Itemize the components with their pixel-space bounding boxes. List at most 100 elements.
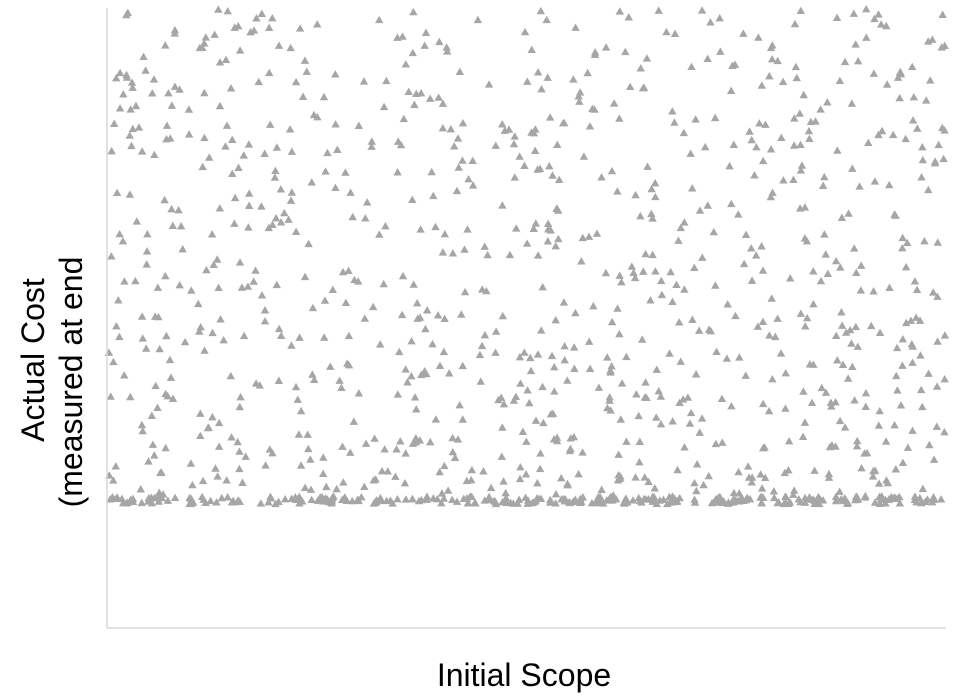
data-point <box>831 496 841 505</box>
data-point <box>827 402 836 410</box>
data-point <box>757 484 767 492</box>
data-point <box>241 452 250 460</box>
data-point <box>538 282 547 291</box>
data-point <box>789 490 798 498</box>
data-point <box>119 371 129 379</box>
data-point <box>908 358 917 366</box>
data-point <box>293 395 302 403</box>
data-point <box>729 488 739 497</box>
data-point <box>380 445 389 453</box>
data-point <box>920 236 929 245</box>
data-point <box>821 388 831 396</box>
data-point <box>606 492 615 501</box>
data-point <box>545 162 554 170</box>
data-point <box>160 195 169 204</box>
data-point <box>925 440 934 449</box>
data-point <box>362 198 372 206</box>
data-point <box>575 97 584 105</box>
data-point <box>442 47 452 55</box>
data-point <box>770 493 779 502</box>
data-point <box>631 273 640 282</box>
data-point <box>268 14 277 22</box>
data-point <box>722 354 732 362</box>
data-point <box>338 495 347 504</box>
data-point <box>464 174 473 183</box>
data-point <box>458 118 468 127</box>
data-point <box>601 268 611 277</box>
data-point <box>460 245 469 253</box>
data-point <box>758 399 768 408</box>
data-point <box>294 430 304 438</box>
data-point <box>895 499 905 507</box>
data-point <box>310 375 319 384</box>
data-point <box>796 166 806 174</box>
data-point <box>497 452 507 460</box>
data-point <box>764 406 774 415</box>
data-point <box>200 39 209 47</box>
data-point <box>585 122 595 130</box>
data-point <box>750 171 759 179</box>
data-point <box>938 10 947 18</box>
data-point <box>214 442 224 450</box>
data-point <box>401 495 411 503</box>
data-point <box>652 413 661 421</box>
data-point <box>170 82 180 90</box>
data-point <box>268 220 277 229</box>
data-point <box>287 494 296 502</box>
data-point <box>431 222 440 231</box>
data-point <box>303 430 312 438</box>
data-point <box>853 436 862 445</box>
data-point <box>521 470 531 478</box>
data-point <box>257 291 267 299</box>
data-point <box>716 47 725 55</box>
data-point <box>659 495 668 503</box>
data-point <box>731 311 740 320</box>
data-point <box>747 473 757 481</box>
data-point <box>407 372 416 380</box>
data-point <box>745 127 754 135</box>
data-point <box>857 261 866 269</box>
data-point <box>176 222 186 230</box>
data-point <box>725 162 734 170</box>
data-point <box>569 75 578 83</box>
data-point <box>500 126 510 134</box>
data-point <box>162 121 172 129</box>
data-point <box>881 437 891 445</box>
data-point <box>543 219 553 228</box>
data-point <box>597 173 606 181</box>
data-point <box>654 386 663 395</box>
data-point <box>823 98 832 106</box>
data-point <box>515 152 524 160</box>
data-point <box>257 9 267 18</box>
data-point <box>304 239 313 248</box>
data-point <box>676 357 685 365</box>
data-point <box>210 30 219 38</box>
data-point <box>835 487 844 495</box>
data-point <box>391 472 400 480</box>
data-point <box>144 457 153 465</box>
data-point <box>847 339 856 347</box>
data-point <box>165 355 175 364</box>
data-point <box>280 208 289 217</box>
data-point <box>341 168 350 176</box>
data-point <box>861 4 871 13</box>
data-point <box>929 288 938 296</box>
data-point <box>835 76 845 85</box>
data-point <box>571 308 580 317</box>
data-point <box>816 105 825 113</box>
data-point <box>261 461 270 469</box>
data-point <box>701 142 710 151</box>
data-point <box>470 498 479 507</box>
data-point <box>287 147 297 155</box>
data-point <box>115 104 125 112</box>
data-point <box>475 350 485 359</box>
data-point <box>590 105 599 113</box>
data-point <box>226 371 236 380</box>
data-point <box>768 375 777 383</box>
data-point <box>412 405 421 413</box>
data-point <box>680 443 689 451</box>
data-point <box>323 148 332 157</box>
data-point <box>929 495 939 503</box>
data-point <box>185 493 194 502</box>
data-point <box>319 453 328 461</box>
